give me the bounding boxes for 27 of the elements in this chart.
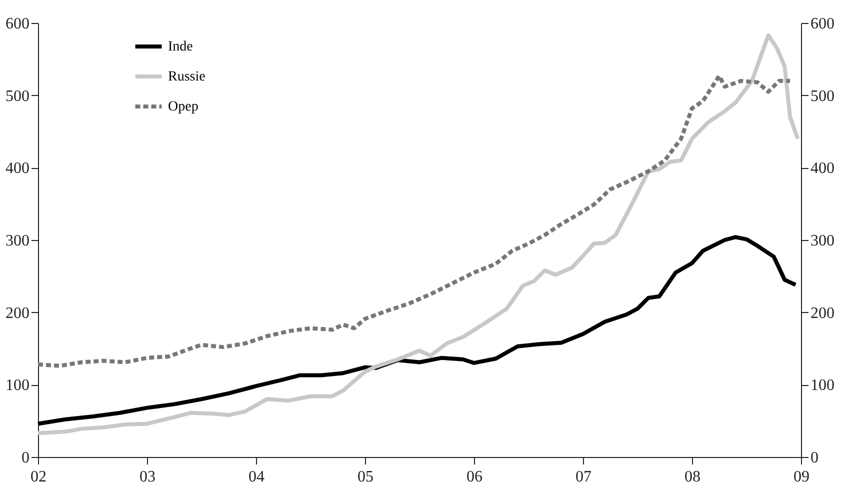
legend-label: Opep <box>168 100 198 114</box>
legend-label: Russie <box>168 70 206 84</box>
y-tick-label: 300 <box>6 232 30 250</box>
y-tick-label: 500 <box>6 88 30 105</box>
x-tick-label: 03 <box>140 468 156 486</box>
y2-tick-label: 100 <box>810 377 834 394</box>
y2-tick-label: 0 <box>810 450 818 466</box>
x-tick-label: 06 <box>466 468 482 486</box>
y2-tick-label: 400 <box>810 160 834 178</box>
x-tick-label: 02 <box>30 468 46 486</box>
y2-tick-label: 600 <box>810 16 834 32</box>
y2-tick-label: 300 <box>810 232 834 250</box>
y-tick-label: 600 <box>6 16 30 32</box>
y-tick-label: 100 <box>6 377 30 394</box>
y-tick-label: 0 <box>22 450 30 466</box>
x-tick-label: 09 <box>794 468 810 486</box>
line-series <box>36 33 800 436</box>
legend-label: Inde <box>168 40 193 54</box>
y-tick-label: 400 <box>6 160 30 178</box>
line-series <box>36 235 798 426</box>
x-tick-label: 07 <box>576 468 592 486</box>
y-tick-label: 200 <box>6 304 30 322</box>
x-tick-label: 05 <box>358 468 374 486</box>
x-tick-label: 04 <box>248 468 264 486</box>
x-tick-label: 08 <box>684 468 700 486</box>
y2-tick-label: 200 <box>810 304 834 322</box>
y2-tick-label: 500 <box>810 88 834 105</box>
